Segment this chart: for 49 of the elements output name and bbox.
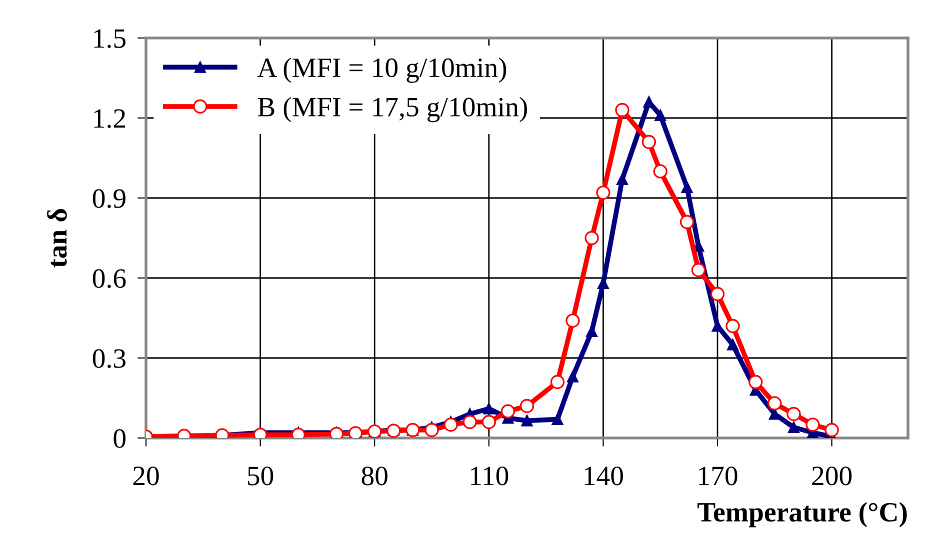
point <box>552 414 564 426</box>
point <box>786 406 801 422</box>
x-tick-label: 110 <box>471 466 508 486</box>
point <box>768 396 782 410</box>
point <box>681 182 693 194</box>
point <box>586 326 598 338</box>
point <box>566 314 580 328</box>
point <box>642 134 656 150</box>
y-tick-label: 0.6 <box>92 269 126 288</box>
point <box>748 374 763 390</box>
x-axis-title: Temperature (°C) <box>697 502 907 528</box>
point <box>444 418 458 432</box>
point <box>500 404 516 418</box>
x-tick-label: 140 <box>584 466 623 486</box>
point <box>653 164 668 178</box>
x-tick-label: 170 <box>699 466 738 486</box>
legend-label: A (MFI = 10 g/10min) <box>257 58 506 83</box>
y-axis-title: tan δ <box>47 209 67 268</box>
legend-label: B (MFI = 17,5 g/10min) <box>258 96 527 122</box>
y-tick-label: 1.2 <box>94 109 126 128</box>
point <box>680 214 694 230</box>
y-tick-label: 1.5 <box>94 29 126 48</box>
point <box>788 422 800 434</box>
point <box>462 414 477 430</box>
point <box>584 230 599 246</box>
point <box>615 102 630 118</box>
point <box>727 338 738 350</box>
y-tick-label: 0.9 <box>92 189 126 208</box>
x-tick-label: 20 <box>133 466 159 486</box>
point <box>424 422 439 438</box>
point <box>483 402 495 414</box>
point <box>616 174 628 186</box>
point <box>521 414 533 426</box>
x-tick-label: 50 <box>248 466 274 486</box>
y-tick-label: 0 <box>114 429 126 448</box>
y-tick-label: 0.3 <box>92 349 126 368</box>
point <box>806 418 820 432</box>
point <box>726 318 740 334</box>
point <box>596 186 610 200</box>
point <box>550 374 565 390</box>
point <box>482 414 496 430</box>
point <box>567 370 578 382</box>
point <box>691 262 706 278</box>
point <box>520 398 534 414</box>
point <box>824 422 839 438</box>
point <box>710 286 725 302</box>
point <box>654 110 666 122</box>
x-tick-label: 80 <box>362 466 388 486</box>
x-tick-label: 200 <box>812 466 852 486</box>
